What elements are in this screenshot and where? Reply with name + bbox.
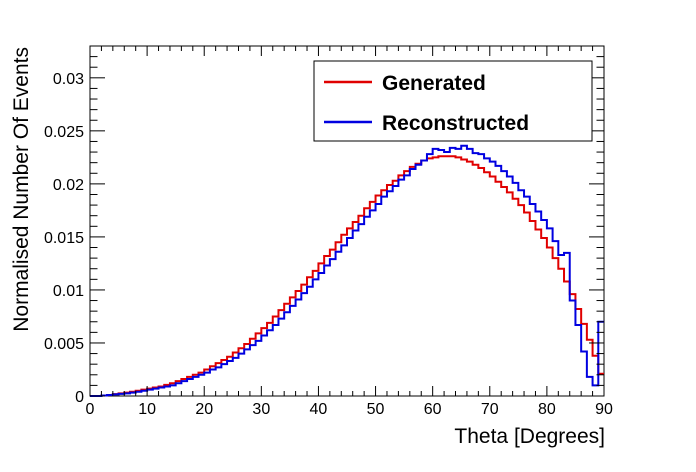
x-tick-label: 50: [367, 401, 385, 418]
plot-frame: [89, 45, 605, 397]
x-axis-title: Theta [Degrees]: [454, 425, 605, 448]
y-tick-label: 0.02: [53, 177, 84, 194]
y-tick-label: 0.005: [44, 336, 84, 353]
y-tick-label: 0.015: [44, 230, 84, 247]
legend-label-reconstructed: Reconstructed: [382, 112, 529, 135]
series-line-reconstructed: [90, 144, 604, 397]
x-tick-label: 60: [424, 401, 442, 418]
y-axis-title: Normalised Number Of Events: [10, 47, 33, 332]
tick-labels: 0 10 20 30 40 50 60 70 80 90 0 0.005 0.01 0.015 0.02 0.…: [44, 71, 613, 418]
legend-label-generated: Generated: [382, 72, 486, 95]
plot-area-border: [89, 45, 605, 397]
y-tick-label: 0.01: [53, 283, 84, 300]
x-tick-label: 10: [138, 401, 156, 418]
x-tick-label: 20: [195, 401, 213, 418]
y-tick-label: 0: [75, 389, 84, 406]
y-tick-label: 0.025: [44, 124, 84, 141]
y-tick-label: 0.03: [53, 71, 84, 88]
series-line-generated: [90, 155, 604, 397]
legend: Generated Reconstructed: [313, 60, 593, 142]
x-tick-label: 30: [252, 401, 270, 418]
tick-marks: [89, 45, 605, 397]
x-tick-label: 80: [538, 401, 556, 418]
x-tick-label: 90: [595, 401, 613, 418]
legend-box: [313, 60, 593, 142]
x-tick-label: 40: [310, 401, 328, 418]
series-layer: [90, 144, 604, 397]
x-tick-label: 70: [481, 401, 499, 418]
x-tick-label: 0: [86, 401, 95, 418]
